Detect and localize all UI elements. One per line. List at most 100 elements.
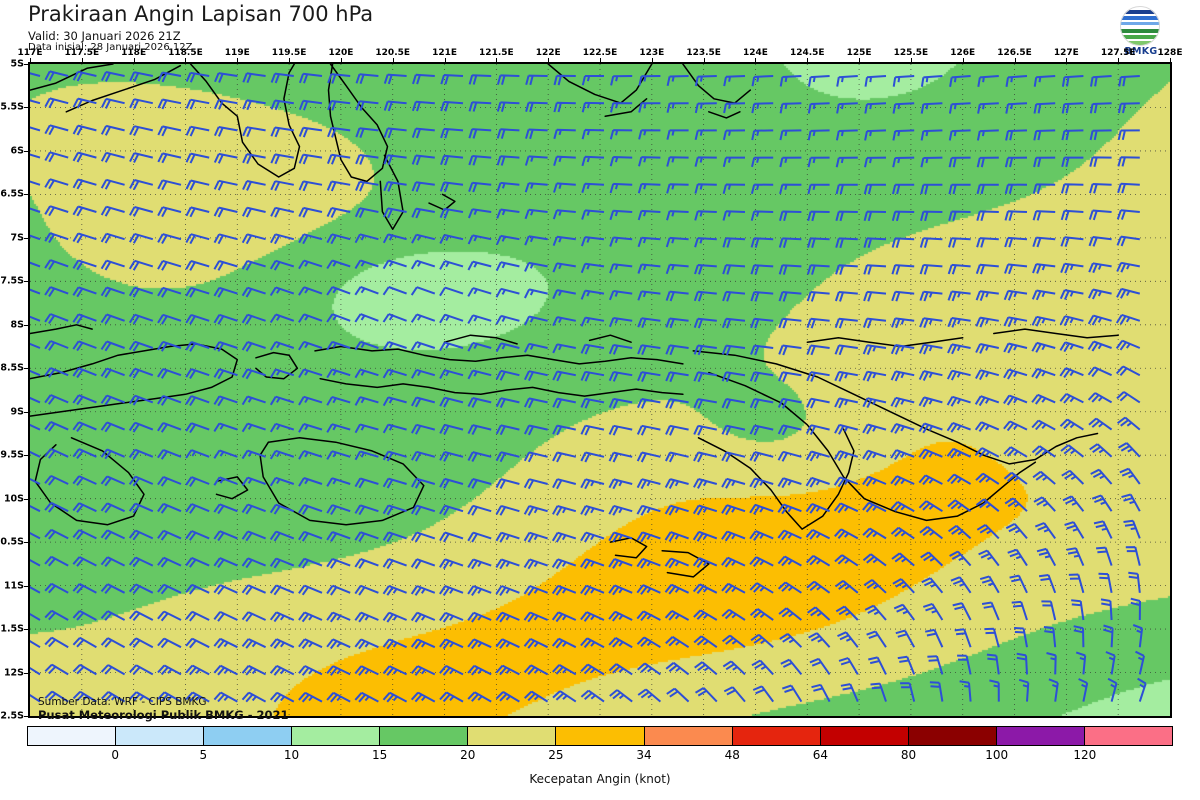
wind-barb <box>44 394 69 405</box>
colorbar-segment[interactable] <box>556 727 645 745</box>
wind-barb <box>326 423 351 433</box>
wind-barb <box>72 313 97 325</box>
wind-barb <box>609 182 633 194</box>
wind-barb <box>1115 365 1141 377</box>
wind-barb <box>496 208 520 219</box>
wind-barb <box>185 664 210 676</box>
wind-barb <box>636 531 661 543</box>
x-axis-tick-mark <box>289 58 291 62</box>
wind-barb <box>496 155 520 166</box>
wind-barb <box>666 210 689 221</box>
wind-barb <box>213 664 238 676</box>
wind-barb <box>868 656 887 675</box>
wind-barb <box>636 610 661 622</box>
map-overlay <box>30 64 1170 716</box>
wind-barb <box>637 209 661 221</box>
wind-barb <box>523 585 548 596</box>
colorbar-segment[interactable] <box>116 727 205 745</box>
wind-barb <box>354 233 379 244</box>
wind-map[interactable] <box>28 62 1172 718</box>
wind-barb <box>326 368 351 379</box>
wind-barb <box>890 475 915 486</box>
wind-barb <box>383 127 407 139</box>
map-container[interactable]: Sumber Data: WRF - CIPS BMKG Pusat Meteo… <box>28 62 1172 722</box>
colorbar-segment[interactable] <box>732 727 821 745</box>
colorbar-segment[interactable] <box>28 727 117 745</box>
wind-barb <box>44 178 69 190</box>
wind-barb <box>326 450 351 460</box>
x-axis-tick-label: 117.5E <box>64 48 100 58</box>
wind-barb <box>242 153 266 165</box>
colorbar-segment[interactable] <box>996 727 1085 745</box>
wind-barb <box>354 611 379 623</box>
x-axis-tick-mark <box>1118 58 1120 62</box>
wind-barb <box>100 286 125 298</box>
wind-barb <box>862 370 887 382</box>
wind-barb <box>382 504 407 516</box>
wind-barb <box>946 421 971 433</box>
wind-barb <box>665 263 689 275</box>
wind-barb <box>44 636 69 649</box>
wind-barb <box>580 558 605 570</box>
wind-barb <box>665 317 689 329</box>
wind-barb <box>1046 652 1057 675</box>
colorbar-segment[interactable] <box>468 727 557 745</box>
colorbar-segment[interactable] <box>292 727 381 745</box>
wind-barb <box>664 610 690 621</box>
wind-barb <box>838 657 859 675</box>
colorbar-segment[interactable] <box>380 727 469 745</box>
wind-barb <box>269 286 295 297</box>
wind-barb <box>693 451 718 463</box>
wind-barb <box>722 237 746 248</box>
y-axis-tick-label: 9.5S <box>0 449 24 461</box>
colorbar-segment[interactable] <box>204 727 293 745</box>
wind-barb <box>1031 367 1056 379</box>
wind-barb <box>411 477 436 489</box>
x-axis-tick-mark <box>444 58 446 62</box>
wind-barb <box>241 584 267 596</box>
wind-barb <box>524 155 548 166</box>
wind-barb <box>1116 391 1141 404</box>
wind-barb <box>410 259 436 270</box>
wind-barb <box>382 611 407 623</box>
colorbar-segment[interactable] <box>820 727 909 745</box>
wind-barb <box>213 313 238 325</box>
wind-barb <box>608 478 633 490</box>
colorbar-segment[interactable] <box>908 727 997 745</box>
wind-barb <box>891 290 915 302</box>
wind-barb <box>157 259 182 271</box>
wind-barb <box>1060 444 1085 458</box>
wind-barb <box>72 475 97 486</box>
wind-barb <box>693 317 717 329</box>
wind-barb <box>30 477 41 485</box>
wind-barb <box>897 655 916 675</box>
wind-barb <box>100 71 125 82</box>
wind-barb <box>805 424 830 436</box>
wind-barb <box>213 99 238 110</box>
wind-barb <box>1005 75 1028 87</box>
x-axis-tick-mark <box>962 58 964 62</box>
wind-barb <box>1087 314 1112 326</box>
wind-barb <box>1031 393 1056 405</box>
colorbar-segment[interactable] <box>1084 727 1173 745</box>
wind-barb <box>693 398 717 409</box>
wind-barb <box>608 504 633 516</box>
wind-barb <box>608 663 633 676</box>
wind-barb <box>609 236 633 247</box>
x-axis-tick-mark <box>1014 58 1016 62</box>
colorbar[interactable] <box>27 726 1173 746</box>
wind-barb <box>835 129 858 141</box>
wind-barb <box>1004 183 1028 195</box>
wind-barb <box>750 237 774 248</box>
wind-barb <box>128 394 154 406</box>
colorbar-segment[interactable] <box>644 727 733 745</box>
wind-barb <box>30 180 41 186</box>
wind-barb <box>439 451 464 462</box>
wind-barb <box>185 233 210 245</box>
wind-barb <box>185 637 210 649</box>
wind-barb <box>467 558 492 570</box>
wind-barb <box>241 313 266 325</box>
wind-barb <box>862 449 887 461</box>
wind-barb <box>72 340 97 352</box>
wind-barb <box>722 290 746 302</box>
